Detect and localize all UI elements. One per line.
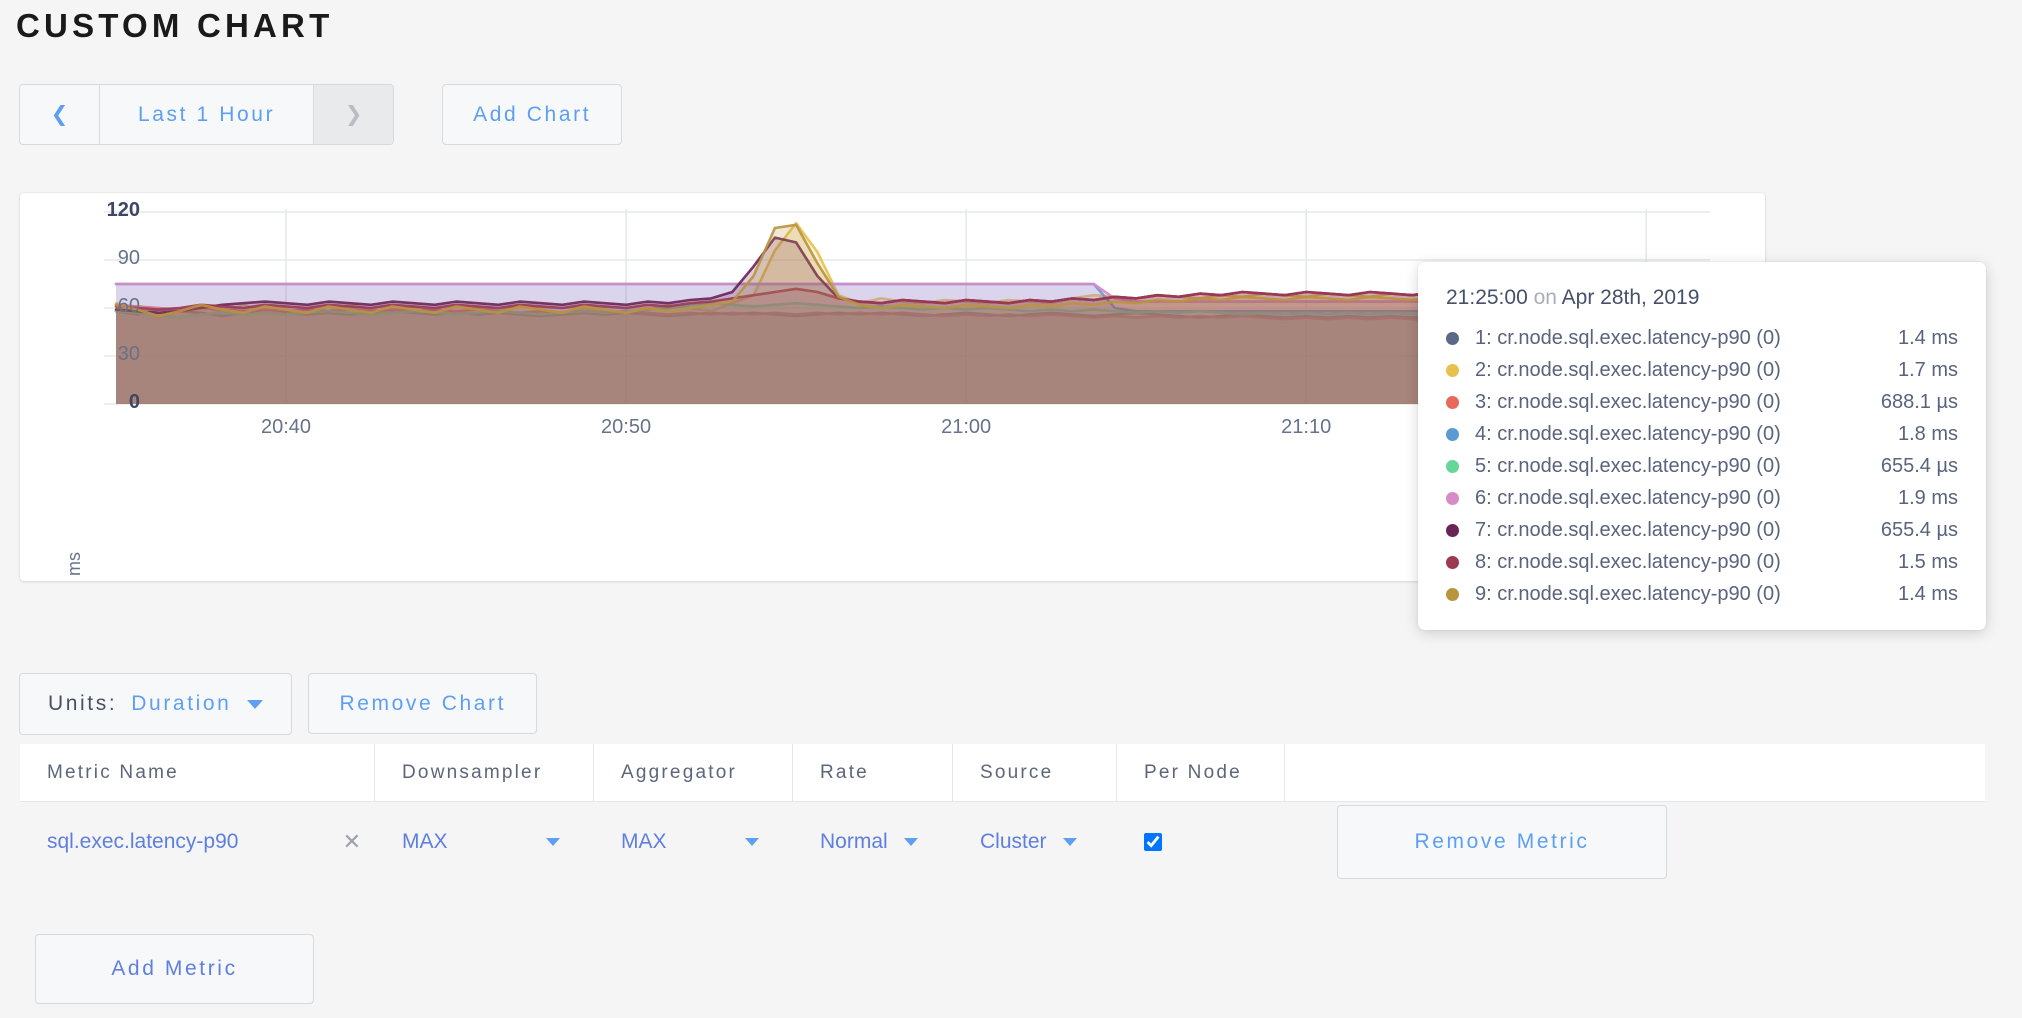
metric-table: Metric Name Downsampler Aggregator Rate … (20, 744, 1985, 882)
series-name: 3: cr.node.sql.exec.latency-p90 (0) (1475, 390, 1781, 413)
chart-options-row: Units: Duration Remove Chart (19, 673, 538, 735)
series-color-dot (1446, 363, 1459, 377)
series-value: 688.1 µs (1880, 390, 1958, 413)
y-tick-label: 30 (117, 343, 140, 365)
tooltip-series-row: 8: cr.node.sql.exec.latency-p90 (0) 1.5 m… (1446, 546, 1958, 578)
series-value: 655.4 µs (1880, 454, 1958, 477)
series-name: 9: cr.node.sql.exec.latency-p90 (0) (1475, 582, 1781, 605)
page-title: Custom Chart (16, 7, 334, 44)
y-axis-ticks: 0 30 60 90 120 (60, 193, 140, 581)
y-tick-label: 90 (117, 247, 140, 269)
units-label: Units: (48, 692, 118, 715)
column-header-downsampler: Downsampler (375, 744, 594, 801)
series-color-dot (1446, 491, 1459, 505)
add-chart-button[interactable]: Add Chart (442, 84, 623, 145)
column-header-aggregator: Aggregator (594, 744, 793, 801)
series-value: 1.5 ms (1897, 550, 1958, 573)
remove-metric-button[interactable]: Remove Metric (1337, 805, 1667, 879)
series-value: 1.4 ms (1897, 326, 1958, 349)
x-tick-label: 20:40 (260, 416, 312, 438)
series-name: 6: cr.node.sql.exec.latency-p90 (0) (1475, 486, 1781, 509)
table-row: sql.exec.latency-p90 ✕ MAX MAX (20, 802, 1985, 882)
tooltip-series-row: 7: cr.node.sql.exec.latency-p90 (0) 655.4… (1446, 514, 1958, 546)
series-value: 1.9 ms (1897, 486, 1958, 509)
add-metric-button[interactable]: Add Metric (35, 934, 314, 1004)
y-tick-label: 60 (117, 295, 140, 317)
series-value: 1.4 ms (1897, 582, 1958, 605)
series-color-dot (1446, 331, 1459, 345)
column-header-source: Source (953, 744, 1117, 801)
series-color-dot (1446, 395, 1459, 409)
x-tick-label: 20:50 (601, 416, 652, 438)
tooltip-series-row: 5: cr.node.sql.exec.latency-p90 (0) 655.4… (1446, 450, 1958, 482)
source-value: Cluster (980, 830, 1047, 853)
series-name: 5: cr.node.sql.exec.latency-p90 (0) (1475, 454, 1781, 477)
column-header-metric-name: Metric Name (20, 744, 375, 801)
x-tick-label: 21:10 (1281, 416, 1332, 438)
toolbar: ❮ Last 1 Hour ❯ Add Chart (19, 84, 623, 145)
cell-source[interactable]: Cluster (953, 802, 1117, 882)
y-tick-label: 120 (106, 199, 140, 221)
x-tick-label: 21:00 (941, 416, 992, 438)
rate-value: Normal (820, 830, 888, 853)
series-name: 2: cr.node.sql.exec.latency-p90 (0) (1475, 358, 1781, 381)
tooltip-series-row: 1: cr.node.sql.exec.latency-p90 (0) 1.4 m… (1446, 322, 1958, 354)
series-color-dot (1446, 555, 1459, 569)
cell-actions: Remove Metric (1285, 802, 1985, 882)
tooltip-date: Apr 28th, 2019 (1561, 286, 1700, 309)
units-dropdown[interactable]: Units: Duration (19, 673, 293, 735)
series-name: 8: cr.node.sql.exec.latency-p90 (0) (1475, 550, 1781, 573)
series-value: 655.4 µs (1880, 518, 1958, 541)
units-value: Duration (131, 692, 232, 715)
series-color-dot (1446, 459, 1459, 473)
column-header-per-node: Per Node (1117, 744, 1285, 801)
series-name: 1: cr.node.sql.exec.latency-p90 (0) (1475, 326, 1781, 349)
tooltip-on-word: on (1533, 286, 1557, 309)
series-color-dot (1446, 523, 1459, 537)
chevron-down-icon[interactable] (546, 838, 560, 846)
cell-aggregator[interactable]: MAX (594, 802, 793, 882)
per-node-checkbox[interactable] (1144, 833, 1162, 851)
chevron-left-icon[interactable]: ❮ (20, 85, 99, 144)
metric-table-header: Metric Name Downsampler Aggregator Rate … (20, 744, 1985, 802)
tooltip-series-row: 2: cr.node.sql.exec.latency-p90 (0) 1.7 m… (1446, 354, 1958, 386)
remove-chart-button[interactable]: Remove Chart (308, 673, 538, 734)
series-color-dot (1446, 587, 1459, 601)
cell-rate[interactable]: Normal (793, 802, 953, 882)
column-header-rate: Rate (793, 744, 953, 801)
series-name: 4: cr.node.sql.exec.latency-p90 (0) (1475, 422, 1781, 445)
y-axis-label: ms (64, 552, 84, 576)
tooltip-header: 21:25:00 on Apr 28th, 2019 (1446, 286, 1958, 310)
cell-per-node[interactable] (1117, 802, 1285, 882)
chevron-right-icon[interactable]: ❯ (314, 85, 394, 144)
downsampler-value: MAX (402, 830, 448, 853)
chevron-down-icon[interactable] (903, 838, 918, 846)
tooltip-series-row: 9: cr.node.sql.exec.latency-p90 (0) 1.4 m… (1446, 578, 1958, 610)
cell-downsampler[interactable]: MAX (375, 802, 594, 882)
tooltip-series-row: 4: cr.node.sql.exec.latency-p90 (0) 1.8 m… (1446, 418, 1958, 450)
tooltip-series-list: 1: cr.node.sql.exec.latency-p90 (0) 1.4 m… (1446, 322, 1958, 610)
chevron-down-icon[interactable] (745, 838, 759, 846)
series-color-dot (1446, 427, 1459, 441)
tooltip-time: 21:25:00 (1446, 286, 1528, 309)
x-icon[interactable]: ✕ (342, 829, 361, 854)
series-value: 1.8 ms (1897, 422, 1958, 445)
chart-tooltip: 21:25:00 on Apr 28th, 2019 1: cr.node.sq… (1418, 262, 1986, 630)
chevron-down-icon (247, 699, 264, 709)
y-tick-label: 0 (128, 391, 140, 413)
series-name: 7: cr.node.sql.exec.latency-p90 (0) (1475, 518, 1781, 541)
time-range-group: ❮ Last 1 Hour ❯ (19, 84, 395, 145)
tooltip-series-row: 6: cr.node.sql.exec.latency-p90 (0) 1.9 m… (1446, 482, 1958, 514)
series-value: 1.7 ms (1897, 358, 1958, 381)
tooltip-series-row: 3: cr.node.sql.exec.latency-p90 (0) 688.1… (1446, 386, 1958, 418)
aggregator-value: MAX (621, 830, 667, 853)
metric-name-value: sql.exec.latency-p90 (47, 830, 239, 853)
time-range-label[interactable]: Last 1 Hour (99, 85, 315, 144)
chevron-down-icon[interactable] (1062, 838, 1077, 846)
column-header-actions (1285, 744, 1985, 801)
cell-metric-name[interactable]: sql.exec.latency-p90 ✕ (20, 802, 375, 882)
